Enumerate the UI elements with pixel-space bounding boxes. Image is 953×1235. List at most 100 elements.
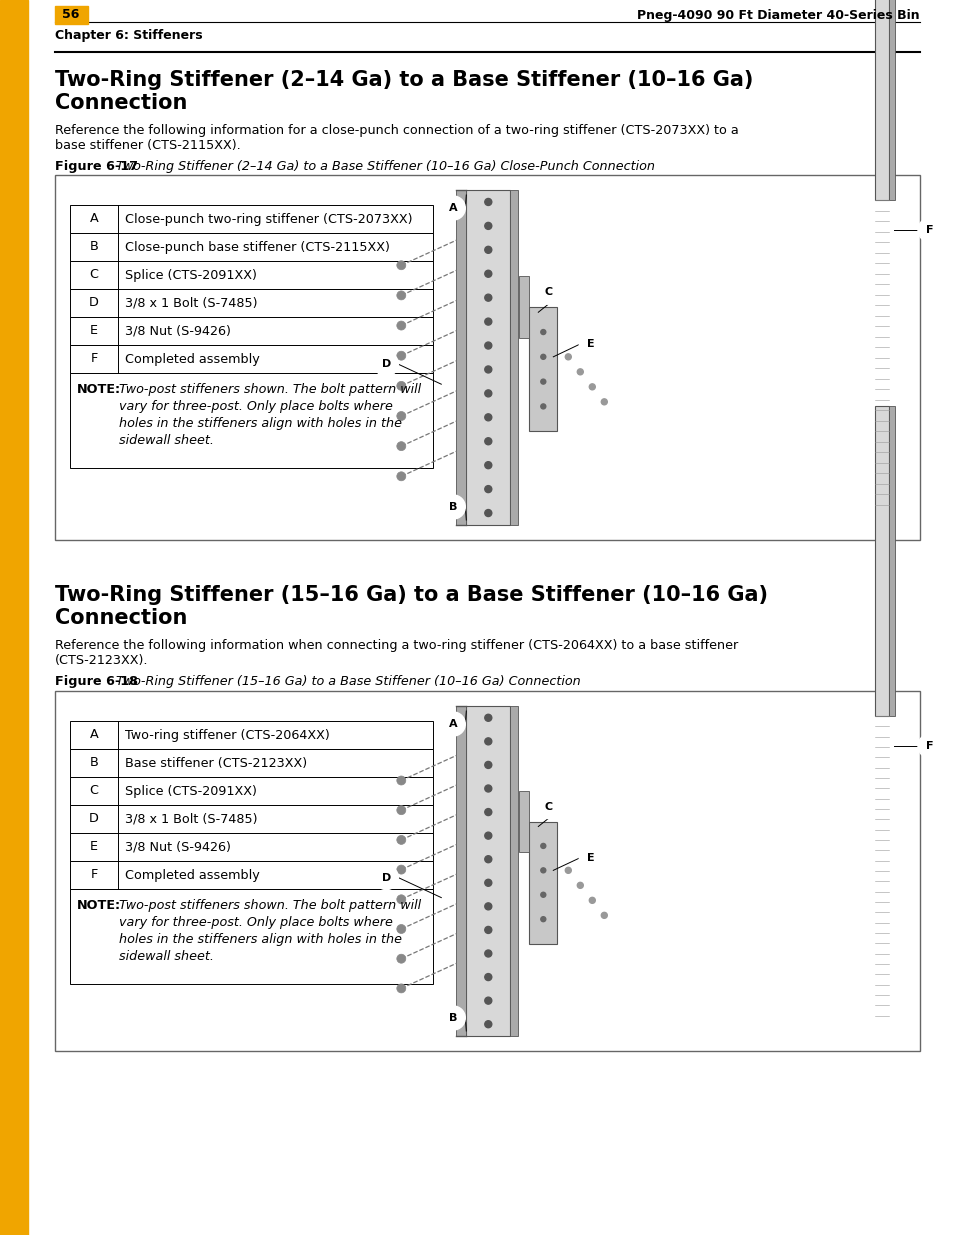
Circle shape [578, 846, 602, 871]
Bar [874, 0, 888, 200]
Text: Close-punch two-ring stiffener (CTS-2073XX): Close-punch two-ring stiffener (CTS-2073… [125, 212, 412, 226]
Bar [0, 0, 28, 1235]
Bar [70, 289, 433, 317]
Circle shape [589, 384, 595, 390]
Circle shape [441, 196, 465, 220]
Circle shape [536, 280, 559, 304]
Circle shape [396, 261, 405, 269]
Bar [70, 345, 433, 373]
Text: Splice (CTS-2091XX): Splice (CTS-2091XX) [125, 784, 256, 798]
Bar [466, 706, 510, 1036]
Text: Reference the following information when connecting a two-ring stiffener (CTS-20: Reference the following information when… [55, 638, 738, 652]
Text: E: E [587, 853, 595, 863]
Bar [518, 790, 529, 852]
Circle shape [396, 835, 405, 845]
Bar [70, 261, 433, 289]
Circle shape [540, 844, 545, 848]
Circle shape [577, 882, 582, 888]
Text: Completed assembly: Completed assembly [125, 352, 259, 366]
Circle shape [396, 984, 405, 993]
Circle shape [396, 351, 405, 361]
Text: F: F [91, 352, 97, 366]
Circle shape [396, 291, 405, 300]
Circle shape [484, 510, 492, 516]
Circle shape [484, 270, 492, 277]
Circle shape [540, 330, 545, 335]
Bar [70, 861, 433, 889]
Bar [70, 832, 433, 861]
Circle shape [484, 879, 492, 887]
Text: 3/8 x 1 Bolt (S-7485): 3/8 x 1 Bolt (S-7485) [125, 296, 257, 310]
Circle shape [536, 794, 559, 819]
Text: A: A [90, 212, 98, 226]
Bar [55, 6, 88, 23]
Circle shape [484, 366, 492, 373]
Text: holes in the stiffeners align with holes in the: holes in the stiffeners align with holes… [119, 417, 401, 430]
Text: F: F [925, 741, 933, 751]
Circle shape [396, 321, 405, 330]
Circle shape [484, 342, 492, 350]
Circle shape [484, 856, 492, 863]
Circle shape [484, 199, 492, 205]
Bar [70, 373, 433, 468]
Bar [456, 706, 466, 1036]
Text: Two-Ring Stiffener (15–16 Ga) to a Base Stiffener (10–16 Ga) Connection: Two-Ring Stiffener (15–16 Ga) to a Base … [112, 676, 580, 688]
Text: (CTS-2123XX).: (CTS-2123XX). [55, 655, 149, 667]
Bar [888, 406, 894, 716]
Text: Splice (CTS-2091XX): Splice (CTS-2091XX) [125, 268, 256, 282]
Bar [70, 748, 433, 777]
Circle shape [484, 785, 492, 792]
Text: C: C [90, 784, 98, 798]
Text: D: D [381, 359, 391, 369]
Text: Two-Ring Stiffener (2–14 Ga) to a Base Stiffener (10–16 Ga): Two-Ring Stiffener (2–14 Ga) to a Base S… [55, 70, 753, 90]
Text: Two-Ring Stiffener (15–16 Ga) to a Base Stiffener (10–16 Ga): Two-Ring Stiffener (15–16 Ga) to a Base … [55, 585, 767, 605]
Circle shape [374, 352, 398, 377]
Circle shape [396, 382, 405, 390]
Text: holes in the stiffeners align with holes in the: holes in the stiffeners align with holes… [119, 932, 401, 946]
Circle shape [396, 864, 405, 874]
Text: 3/8 Nut (S-9426): 3/8 Nut (S-9426) [125, 841, 231, 853]
Bar [70, 205, 433, 233]
Text: Figure 6-17: Figure 6-17 [55, 161, 138, 173]
Circle shape [441, 1007, 465, 1030]
Text: E: E [90, 841, 98, 853]
Bar [70, 889, 433, 984]
Circle shape [396, 776, 405, 785]
Circle shape [917, 734, 941, 758]
Text: 3/8 x 1 Bolt (S-7485): 3/8 x 1 Bolt (S-7485) [125, 813, 257, 825]
Text: B: B [90, 241, 98, 253]
Circle shape [540, 868, 545, 873]
Circle shape [441, 713, 465, 736]
Circle shape [396, 895, 405, 904]
Bar [70, 805, 433, 832]
Circle shape [484, 973, 492, 981]
Circle shape [484, 809, 492, 815]
Text: base stiffener (CTS-2115XX).: base stiffener (CTS-2115XX). [55, 140, 240, 152]
Circle shape [484, 762, 492, 768]
Circle shape [565, 867, 571, 873]
Text: Two-post stiffeners shown. The bolt pattern will: Two-post stiffeners shown. The bolt patt… [119, 383, 420, 396]
Text: NOTE:: NOTE: [77, 899, 121, 911]
Text: B: B [449, 1013, 457, 1023]
Circle shape [540, 404, 545, 409]
Circle shape [484, 390, 492, 396]
Circle shape [484, 926, 492, 934]
Bar [70, 777, 433, 805]
Text: Figure 6-18: Figure 6-18 [55, 676, 138, 688]
Circle shape [600, 913, 607, 919]
Text: vary for three-post. Only place bolts where: vary for three-post. Only place bolts wh… [119, 400, 393, 412]
Text: Close-punch base stiffener (CTS-2115XX): Close-punch base stiffener (CTS-2115XX) [125, 241, 390, 253]
Text: B: B [90, 757, 98, 769]
Bar [55, 175, 919, 540]
Circle shape [577, 369, 582, 375]
Circle shape [484, 222, 492, 230]
Circle shape [396, 925, 405, 934]
Text: sidewall sheet.: sidewall sheet. [119, 950, 213, 963]
Bar [529, 821, 557, 944]
Bar [529, 308, 557, 431]
Text: C: C [90, 268, 98, 282]
Bar [518, 277, 529, 338]
Circle shape [396, 411, 405, 420]
Circle shape [600, 399, 607, 405]
Text: F: F [925, 225, 933, 235]
